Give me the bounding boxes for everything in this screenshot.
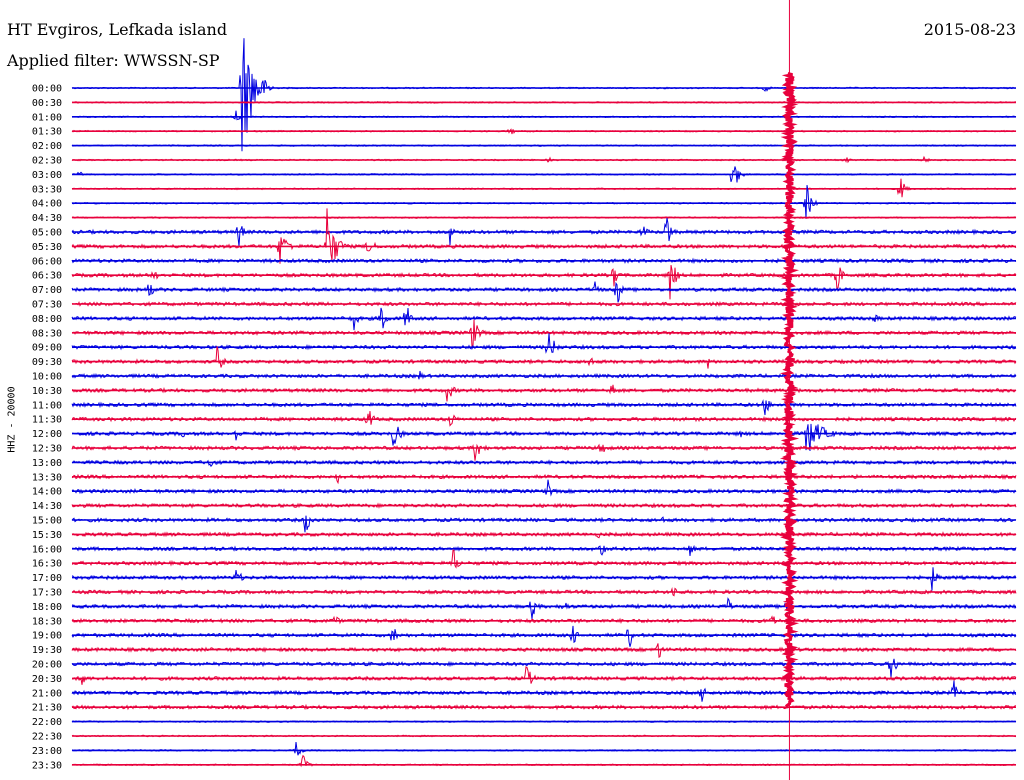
trace-0630	[71, 264, 1017, 300]
time-tick-label: 20:00	[32, 660, 62, 671]
time-tick-label: 11:00	[32, 400, 62, 411]
trace-1900	[71, 625, 1017, 647]
time-tick-label: 19:30	[32, 645, 62, 656]
time-tick-label: 05:30	[32, 242, 62, 253]
time-tick-label: 08:30	[32, 328, 62, 339]
trace-1100	[71, 399, 1017, 416]
trace-0400	[71, 185, 1017, 219]
time-tick-label: 15:30	[32, 530, 62, 541]
trace-1600	[72, 544, 1017, 556]
large-event-trace	[779, 72, 800, 708]
time-tick-label: 03:00	[32, 170, 62, 181]
time-tick-label: 02:30	[32, 156, 62, 167]
time-tick-label: 16:00	[32, 544, 62, 555]
trace-0100	[71, 110, 1017, 121]
time-tick-label: 06:30	[32, 271, 62, 282]
time-tick-label: 03:30	[32, 184, 62, 195]
date-label: 2015-08-23	[923, 20, 1016, 39]
time-tick-label: 17:00	[32, 573, 62, 584]
time-tick-label: 04:30	[32, 213, 62, 224]
time-tick-label: 15:00	[32, 516, 62, 527]
trace-2300	[71, 741, 1017, 756]
time-tick-label: 20:30	[32, 674, 62, 685]
trace-0530	[71, 208, 1017, 264]
trace-1300	[71, 459, 1017, 468]
time-tick-label: 07:30	[32, 300, 62, 311]
time-tick-label: 12:30	[32, 444, 62, 455]
time-tick-label: 07:00	[32, 285, 62, 296]
channel-label: HHZ - 20000	[6, 386, 18, 453]
trace-1330	[71, 473, 1017, 485]
time-tick-label: 22:00	[32, 717, 62, 728]
station-title: HT Evgiros, Lefkada island	[7, 20, 228, 39]
time-tick-label: 00:00	[32, 84, 62, 95]
time-tick-label: 09:00	[32, 343, 62, 354]
trace-1830	[71, 615, 1017, 625]
time-tick-label: 09:30	[32, 357, 62, 368]
time-tick-label: 12:00	[32, 429, 62, 440]
time-tick-label: 23:00	[32, 746, 62, 757]
trace-1500	[71, 515, 1017, 533]
time-tick-label: 23:30	[32, 760, 62, 771]
time-tick-label: 18:00	[32, 602, 62, 613]
trace-1030	[71, 384, 1017, 402]
trace-1230	[71, 443, 1017, 461]
trace-1000	[71, 370, 1017, 380]
time-tick-label: 08:00	[32, 314, 62, 325]
time-tick-label: 16:30	[32, 559, 62, 570]
time-tick-label: 18:30	[32, 616, 62, 627]
time-tick-label: 05:00	[32, 228, 62, 239]
trace-1130	[71, 411, 1017, 427]
trace-1630	[71, 549, 1017, 569]
trace-0330	[71, 178, 1017, 198]
filter-label: Applied filter: WWSSN-SP	[7, 51, 220, 70]
trace-1700	[71, 567, 1017, 591]
time-tick-label: 02:00	[32, 141, 62, 152]
trace-0930	[71, 346, 1017, 369]
trace-0700	[71, 281, 1017, 303]
time-tick-label: 19:00	[32, 631, 62, 642]
time-tick-label: 11:30	[32, 415, 62, 426]
trace-lines	[71, 38, 1017, 768]
time-tick-label: 13:30	[32, 472, 62, 483]
time-tick-label: 13:00	[32, 458, 62, 469]
time-tick-label: 17:30	[32, 588, 62, 599]
time-tick-label: 21:30	[32, 703, 62, 714]
trace-2000	[71, 658, 1017, 678]
time-tick-label: 14:30	[32, 501, 62, 512]
trace-2100	[71, 680, 1017, 702]
time-tick-label: 00:30	[32, 98, 62, 109]
time-tick-label: 01:00	[32, 112, 62, 123]
time-tick-label: 06:00	[32, 256, 62, 267]
time-labels: 00:00 00:30 01:00 01:30 02:00 02:30 03:00 03:30…	[32, 84, 62, 772]
trace-1800	[71, 597, 1017, 620]
trace-2030	[71, 666, 1017, 685]
trace-1400	[71, 479, 1017, 497]
time-tick-label: 10:00	[32, 372, 62, 383]
time-tick-label: 04:00	[32, 199, 62, 210]
time-tick-label: 01:30	[32, 127, 62, 138]
time-tick-label: 21:00	[32, 688, 62, 699]
time-tick-label: 14:00	[32, 487, 62, 498]
trace-0900	[71, 333, 1017, 354]
time-tick-label: 22:30	[32, 732, 62, 743]
time-tick-label: 10:30	[32, 386, 62, 397]
